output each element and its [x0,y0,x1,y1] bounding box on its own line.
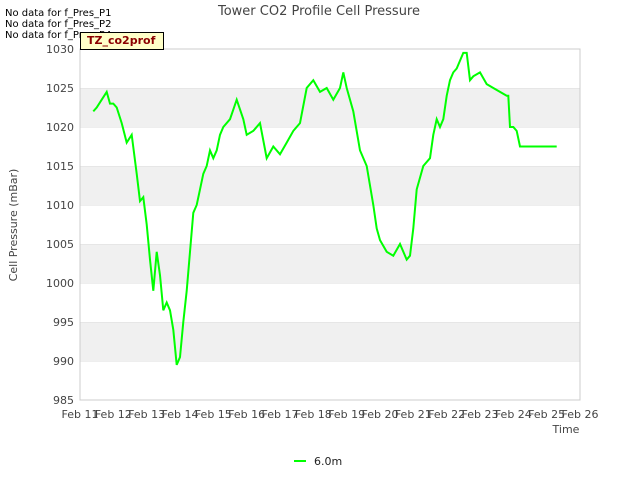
plot-frame [79,48,581,401]
x-tick-label: Feb 17 [262,408,299,421]
grid-band [80,244,580,283]
x-tick-label: Feb 12 [95,408,132,421]
y-tick-label: 990 [53,355,74,368]
x-tick-label: Feb 14 [162,408,199,421]
x-tick-label: Feb 23 [462,408,499,421]
y-tick-label: 1015 [46,160,74,173]
x-tick-label: Feb 15 [195,408,232,421]
grid-band [80,205,580,244]
no-data-message: No data for f_Pres_P2 [5,19,112,30]
grid-band [80,361,580,400]
grid-band [80,49,580,88]
x-tick-label: Feb 20 [362,408,399,421]
y-tick-label: 1030 [46,43,74,56]
x-tick-label: Feb 18 [295,408,332,421]
y-tick-label: 1010 [46,199,74,212]
x-tick-label: Feb 25 [528,408,565,421]
x-tick-label: Feb 21 [395,408,432,421]
grid-band [80,283,580,322]
x-tick-label: Feb 24 [495,408,532,421]
x-tick-label: Feb 11 [62,408,99,421]
x-axis-label: Time [552,423,580,436]
legend-label[interactable]: 6.0m [314,455,342,468]
x-tick-label: Feb 19 [328,408,365,421]
grid-band [80,127,580,166]
site-tag: TZ_co2prof [80,32,165,50]
no-data-message: No data for f_Pres_P4 [5,30,112,41]
y-tick-label: 1025 [46,82,74,95]
no-data-message: No data for f_Pres_P1 [5,8,112,19]
x-tick-label: Feb 22 [428,408,465,421]
y-tick-label: 1005 [46,238,74,251]
grid-band [80,166,580,205]
y-axis-label: Cell Pressure (mBar) [7,169,20,282]
y-tick-label: 1000 [46,277,74,290]
y-tick-label: 995 [53,316,74,329]
grid-band [80,322,580,361]
x-tick-label: Feb 16 [228,408,265,421]
x-tick-label: Feb 13 [128,408,165,421]
chart-title: Tower CO2 Profile Cell Pressure [217,4,420,19]
y-tick-label: 985 [53,394,74,407]
x-tick-label: Feb 26 [562,408,599,421]
axis-ticks: 985 990 995 1000 1005 1010 1015 1020 1025 1030 Feb… [46,43,598,421]
series-line-6m [92,51,557,366]
grid-bands [80,48,580,400]
y-tick-label: 1020 [46,121,74,134]
